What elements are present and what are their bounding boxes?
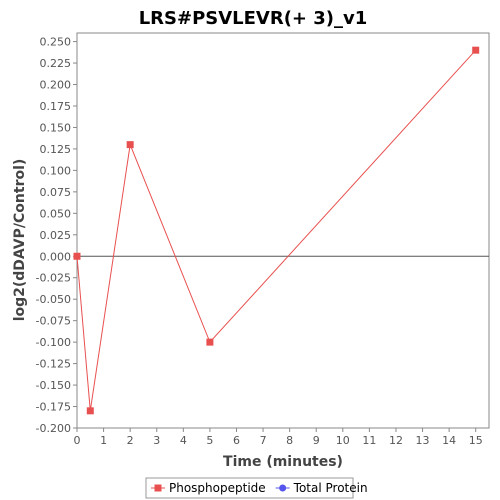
x-tick-label: 3 <box>153 434 160 447</box>
y-tick-label: 0.125 <box>40 143 72 156</box>
y-tick-label: 0.075 <box>40 186 72 199</box>
data-point <box>472 46 480 54</box>
legend-box <box>145 477 354 499</box>
y-tick-label: -0.050 <box>36 293 71 306</box>
y-tick-label: 0.100 <box>40 164 72 177</box>
x-tick-label: 5 <box>206 434 213 447</box>
x-tick-label: 14 <box>442 434 456 447</box>
y-tick-label: -0.150 <box>36 379 71 392</box>
x-axis-label: Time (minutes) <box>223 454 343 470</box>
y-axis-ticks: -0.200 -0.175 -0.150 -0.125 -0.100 -0.075 -0.0… <box>36 36 77 435</box>
x-tick-label: 0 <box>74 434 81 447</box>
y-tick-label: -0.100 <box>36 336 71 349</box>
y-tick-label: 0.150 <box>40 121 72 134</box>
x-tick-label: 15 <box>469 434 483 447</box>
plot-area <box>76 32 490 429</box>
data-point <box>73 252 81 260</box>
y-axis-label: log2(dDAVP/Control) <box>12 159 28 322</box>
y-tick-label: 0.250 <box>40 36 72 49</box>
y-tick-label: -0.025 <box>36 272 71 285</box>
series-layer <box>73 46 480 415</box>
y-tick-label: -0.125 <box>36 358 71 371</box>
y-tick-label: -0.075 <box>36 315 71 328</box>
y-tick-label: -0.175 <box>36 401 71 414</box>
x-tick-label: 6 <box>233 434 240 447</box>
legend-label: Phosphopeptide <box>169 481 266 495</box>
x-tick-label: 8 <box>286 434 293 447</box>
legend: Phosphopeptide Total Protein <box>151 481 368 495</box>
legend-label: Total Protein <box>293 481 368 495</box>
y-tick-label: 0.025 <box>40 229 72 242</box>
y-tick-label: 0.175 <box>40 100 72 113</box>
x-tick-label: 10 <box>336 434 350 447</box>
y-tick-label: 0.225 <box>40 57 72 70</box>
x-tick-label: 4 <box>180 434 187 447</box>
legend-marker <box>154 484 162 492</box>
x-axis-ticks: 0 1 2 3 4 5 6 7 8 9 10 11 12 13 14 15 <box>74 428 483 447</box>
x-tick-label: 2 <box>127 434 134 447</box>
x-tick-label: 7 <box>260 434 267 447</box>
y-tick-label: 0.050 <box>40 207 72 220</box>
chart-title: LRS#PSVLEVR(+ 3)_v1 <box>139 8 368 29</box>
y-tick-label: 0.000 <box>40 250 72 263</box>
data-point <box>86 407 94 415</box>
legend-marker <box>279 484 287 492</box>
data-point <box>126 141 134 149</box>
y-tick-label: 0.200 <box>40 79 72 92</box>
x-tick-label: 12 <box>389 434 403 447</box>
x-tick-label: 11 <box>362 434 376 447</box>
y-tick-label: -0.200 <box>36 422 71 435</box>
x-tick-label: 9 <box>313 434 320 447</box>
x-tick-label: 1 <box>100 434 107 447</box>
data-point <box>206 338 214 346</box>
x-tick-label: 13 <box>416 434 430 447</box>
